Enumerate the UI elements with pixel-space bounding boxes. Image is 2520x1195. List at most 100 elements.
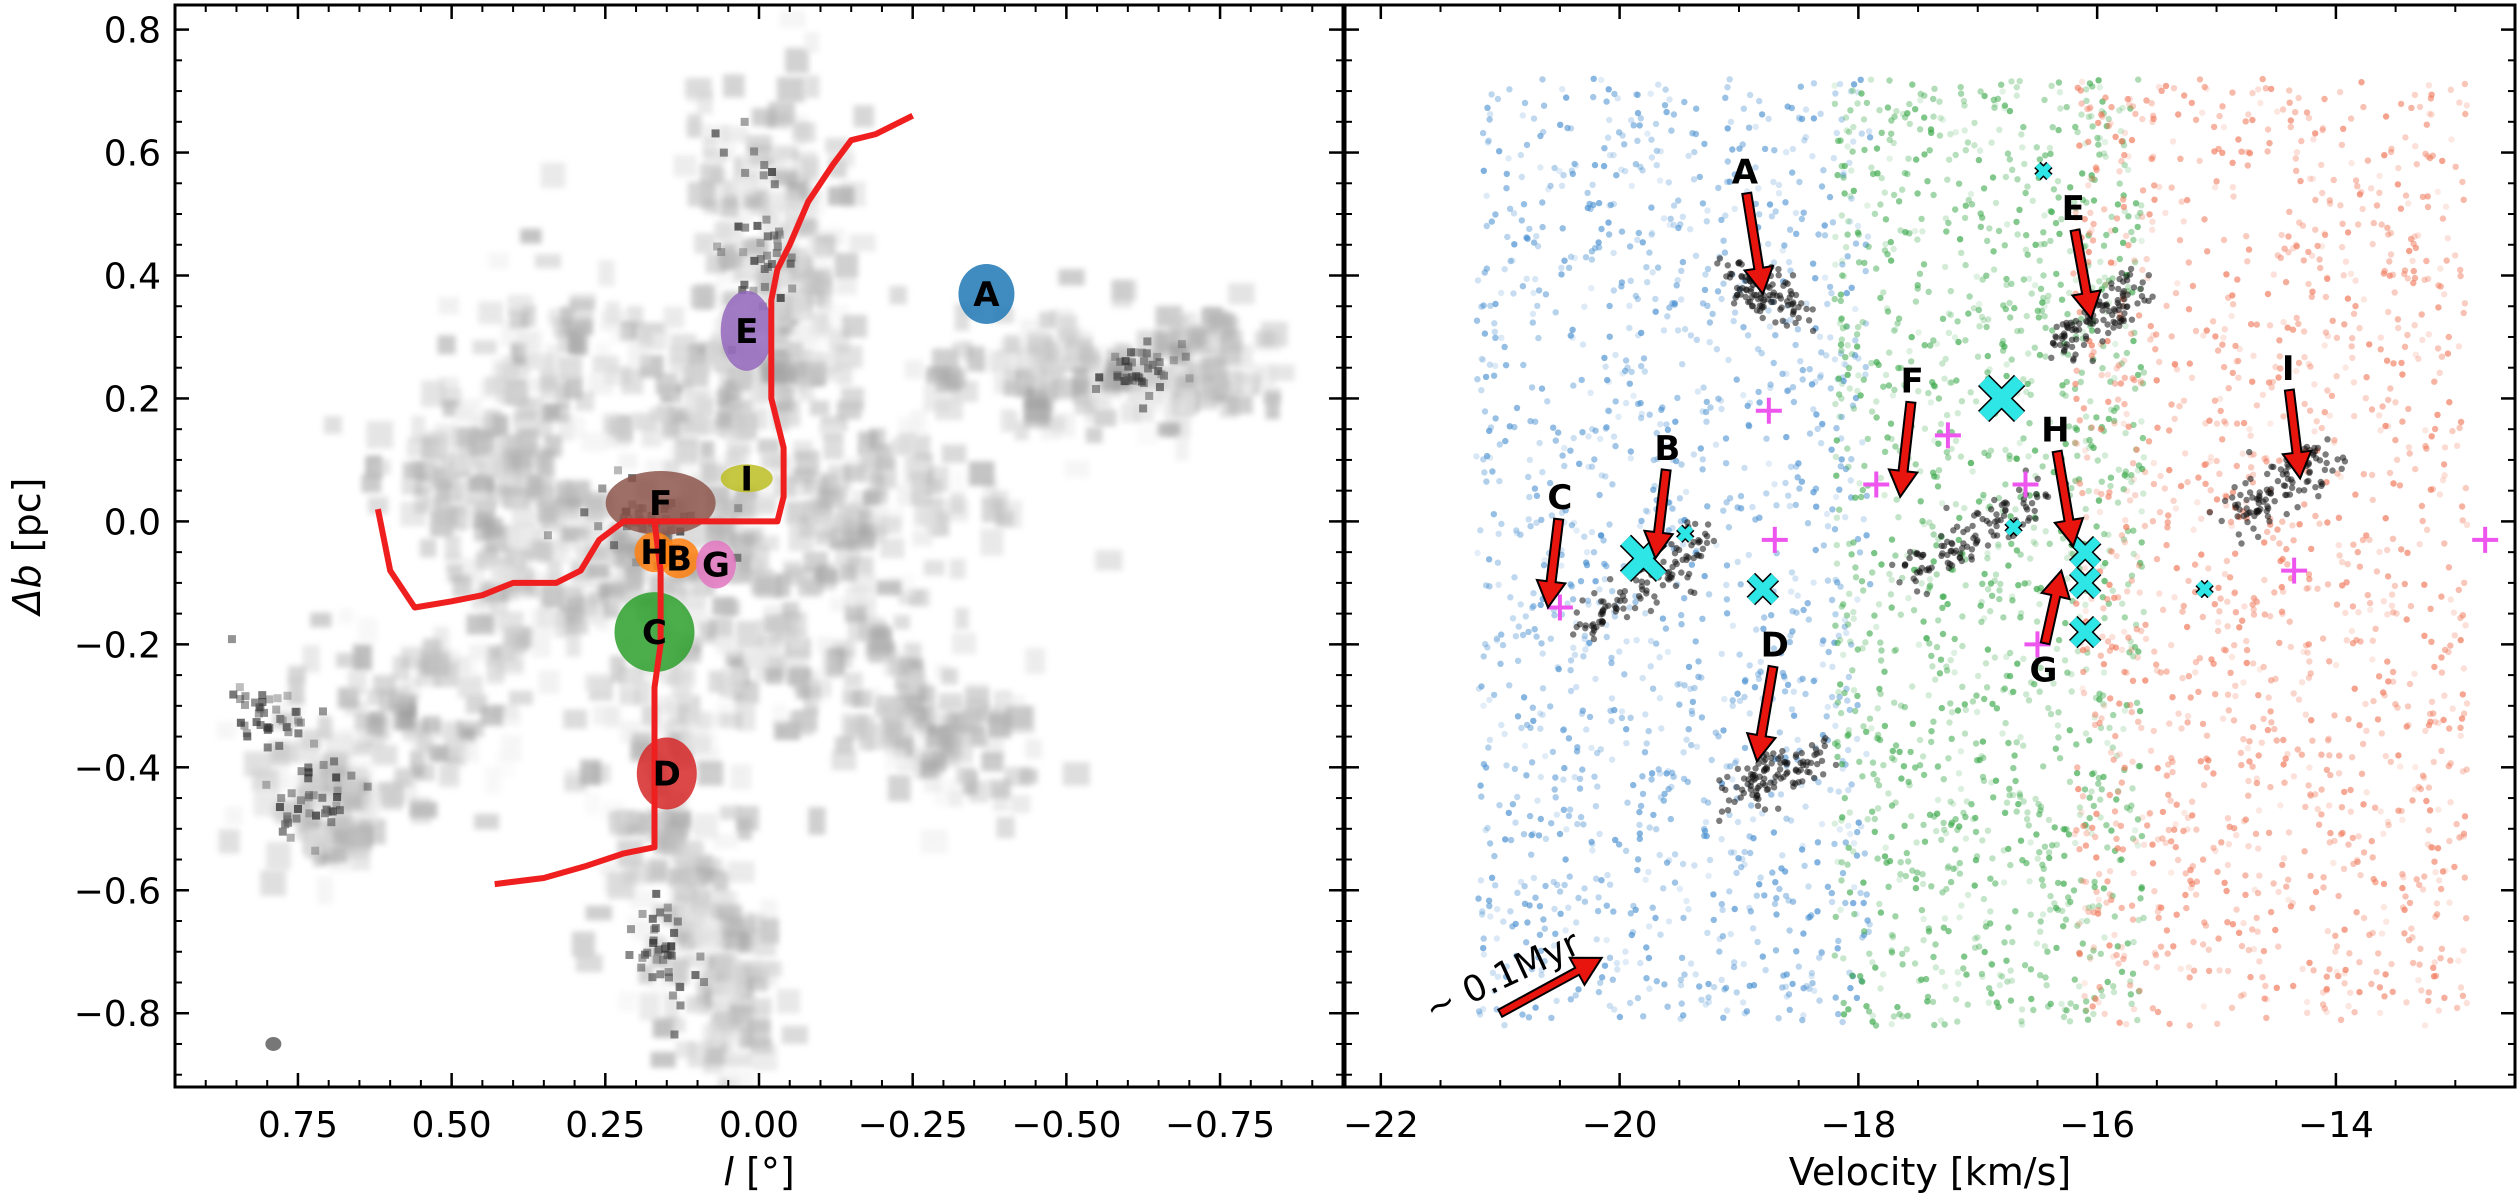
velocity-point-green (1998, 81, 2005, 88)
gray-emission-patch (935, 399, 963, 421)
velocity-point-green (2123, 702, 2130, 709)
velocity-point-blue (1606, 333, 1613, 340)
velocity-point-blue (1609, 588, 1616, 595)
velocity-point-green (2098, 786, 2105, 793)
velocity-point-green (2061, 852, 2068, 859)
region-label-i: I (740, 459, 753, 499)
gray-emission-patch (251, 769, 279, 791)
velocity-point-blue (1559, 85, 1566, 93)
velocity-point-blue (1515, 623, 1523, 630)
velocity-point-blue (1839, 261, 1846, 268)
velocity-point-green (1933, 571, 1940, 578)
region-label-b: B (666, 539, 692, 579)
velocity-point-green (1944, 600, 1951, 608)
velocity-point-blue (1653, 162, 1661, 169)
velocity-point-green (1905, 778, 1912, 786)
velocity-point-green (1837, 341, 1845, 348)
velocity-point-blue (1741, 464, 1748, 472)
velocity-point-green (1870, 770, 1877, 778)
velocity-point-blue (1678, 611, 1685, 619)
velocity-point-blue (1775, 1015, 1782, 1022)
velocity-point-blue (1699, 466, 1706, 473)
velocity-point-blue (1642, 610, 1649, 617)
dense-emission-patch (260, 708, 269, 717)
velocity-point-blue (1636, 821, 1643, 829)
velocity-point-green (2109, 275, 2116, 282)
velocity-point-green (2134, 816, 2142, 823)
velocity-point-green (2061, 1006, 2069, 1013)
velocity-point-green (1941, 983, 1949, 990)
gray-emission-patch (1019, 768, 1038, 784)
gray-emission-patch (766, 668, 784, 685)
velocity-point-green (2034, 855, 2041, 862)
velocity-point-blue (1626, 380, 1634, 387)
velocity-point-green (2107, 474, 2115, 481)
velocity-point-green (1845, 364, 1853, 372)
velocity-point-green (1943, 885, 1950, 893)
velocity-point-red (2380, 270, 2388, 277)
gray-emission-patch (1025, 648, 1046, 675)
velocity-point-green (1836, 413, 1843, 420)
velocity-point-green (1930, 718, 1937, 725)
velocity-point-blue (1699, 300, 1707, 307)
gray-emission-patch (681, 731, 709, 753)
gray-emission-patch (1185, 327, 1208, 347)
velocity-point-green (2018, 131, 2025, 138)
velocity-point-blue (1608, 756, 1616, 763)
velocity-point-blue (1565, 812, 1573, 820)
velocity-point-blue (1530, 590, 1537, 597)
x-tick-label: 0.25 (565, 1105, 645, 1146)
velocity-point-blue (1828, 898, 1836, 906)
velocity-point-blue (1731, 309, 1739, 316)
gray-emission-patch (648, 407, 676, 423)
velocity-point-blue (1851, 353, 1859, 360)
velocity-point-green (1918, 215, 1925, 223)
velocity-point-green (1982, 660, 1990, 667)
velocity-point-blue (1477, 782, 1484, 789)
gray-emission-patch (346, 832, 369, 859)
velocity-point-green (2062, 392, 2069, 399)
velocity-point-blue (1718, 976, 1725, 983)
velocity-point-green (1945, 310, 1953, 317)
velocity-point-blue (1724, 125, 1731, 132)
velocity-point-blue (1605, 378, 1613, 385)
dense-emission-patch (651, 924, 660, 933)
velocity-point-blue (1644, 508, 1651, 515)
gray-emission-patch (517, 525, 532, 549)
velocity-point-green (1928, 728, 1935, 735)
dense-emission-patch (1148, 360, 1157, 369)
gray-emission-patch (903, 456, 926, 485)
velocity-point-green (2132, 385, 2139, 392)
velocity-point-green (1869, 1012, 1877, 1019)
velocity-point-green (2025, 350, 2032, 357)
velocity-point-green (2112, 226, 2119, 234)
velocity-point-blue (1666, 304, 1673, 311)
velocity-point-green (2118, 360, 2125, 367)
gray-emission-patch (610, 545, 626, 568)
velocity-point-green (1892, 443, 1899, 450)
dense-emission-patch (1177, 340, 1186, 349)
velocity-point-blue (1627, 714, 1634, 721)
dense-emission-patch (738, 286, 747, 295)
velocity-point-green (1926, 582, 1934, 589)
velocity-point-green (2096, 151, 2103, 158)
velocity-point-green (2082, 242, 2089, 250)
velocity-point-blue (1721, 986, 1728, 993)
velocity-point-blue (1628, 117, 1635, 124)
gray-emission-patch (260, 870, 287, 896)
velocity-point-blue (1687, 960, 1695, 967)
velocity-point-blue (1636, 835, 1644, 842)
velocity-point-blue (1528, 759, 1536, 766)
velocity-point-blue (1473, 453, 1480, 460)
velocity-point-green (1935, 467, 1943, 474)
velocity-point-green (1920, 821, 1927, 828)
velocity-point-blue (1669, 505, 1677, 513)
velocity-point-green (1871, 815, 1879, 823)
velocity-point-green (2123, 804, 2131, 811)
velocity-point-green (1967, 389, 1974, 396)
velocity-point-blue (1720, 1014, 1727, 1021)
velocity-point-blue (1630, 781, 1637, 789)
filament-spine (374, 113, 915, 888)
velocity-point-blue (1847, 88, 1855, 95)
dense-emission-patch (762, 215, 771, 224)
